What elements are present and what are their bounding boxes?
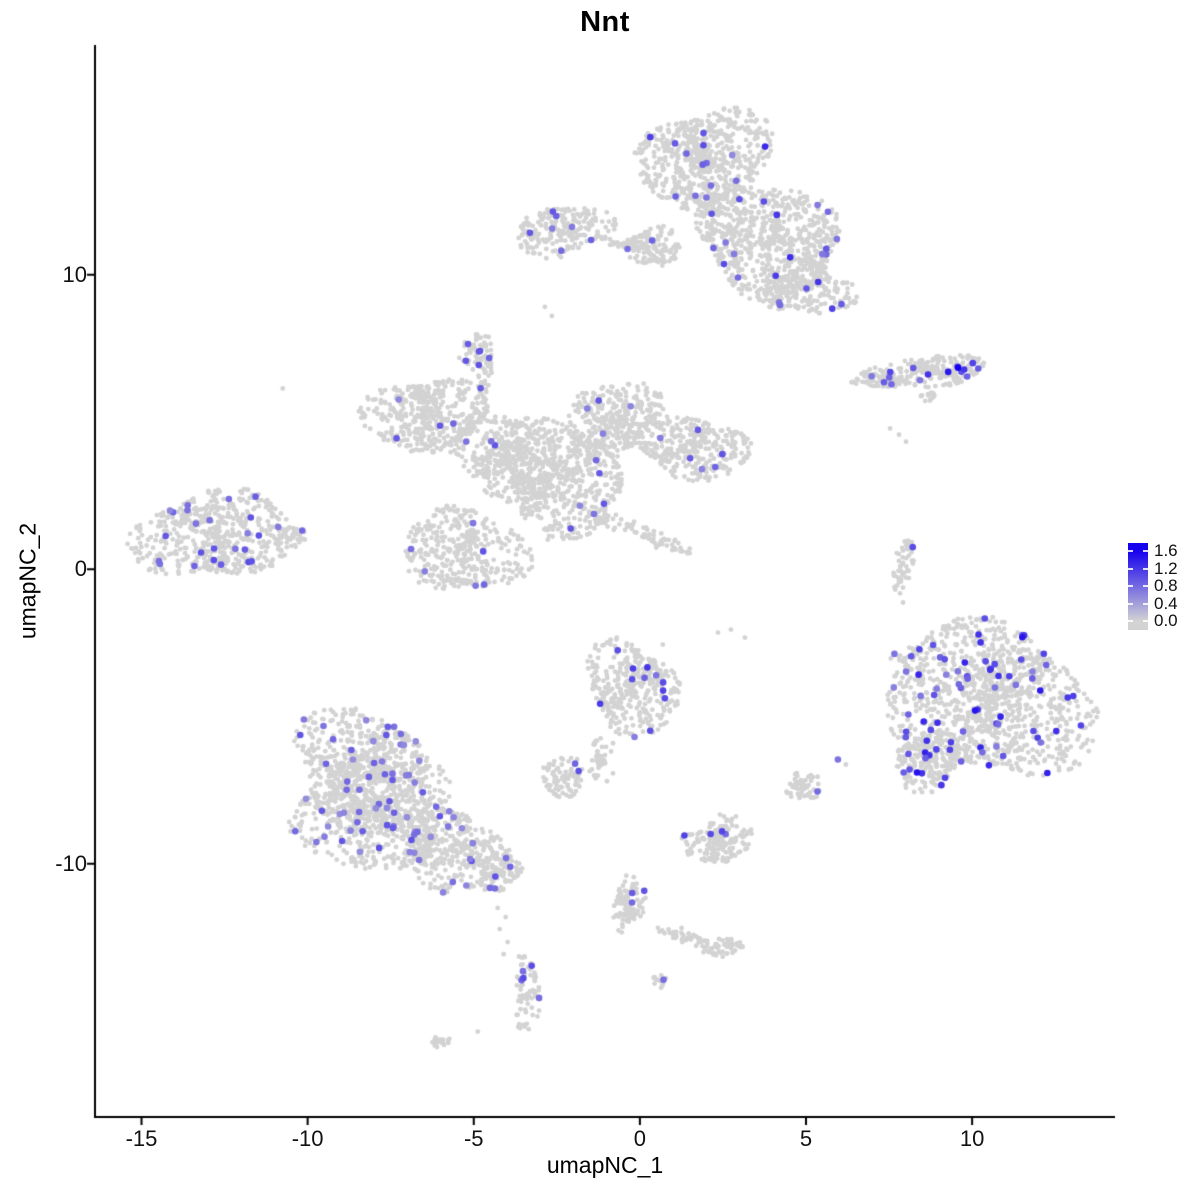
x-axis-label: umapNC_1 <box>546 1152 664 1178</box>
x-tick-label: 0 <box>633 1126 646 1151</box>
colorbar-tick-mark <box>1128 620 1133 622</box>
plot-title: Nnt <box>580 6 630 38</box>
colorbar-tick-mark <box>1143 567 1148 570</box>
colorbar-tick-mark <box>1128 602 1133 605</box>
colorbar-tick-label: 0.4 <box>1154 593 1178 613</box>
colorbar-tick-mark <box>1128 585 1133 587</box>
colorbar-tick-label: 0.8 <box>1154 576 1178 595</box>
colorbar-tick-label: 1.6 <box>1154 541 1178 560</box>
colorbar-gradient <box>1128 543 1148 630</box>
y-tick-label: 10 <box>62 261 87 287</box>
y-tick-label: -10 <box>55 850 87 876</box>
x-tick-label: -15 <box>125 1126 158 1151</box>
x-tick-label: 10 <box>959 1126 985 1151</box>
colorbar-tick-mark <box>1128 550 1133 552</box>
x-tick-label: -10 <box>291 1126 324 1151</box>
colorbar-tick-mark <box>1143 550 1148 552</box>
expression-colorbar-legend: 1.6 1.2 0.8 0.4 0.0 <box>1128 541 1198 630</box>
colorbar-tick-mark <box>1143 602 1148 605</box>
y-tick-label: 0 <box>74 556 87 582</box>
x-tick-label: -5 <box>463 1126 484 1151</box>
x-tick-label: 5 <box>799 1126 813 1151</box>
colorbar-tick-mark <box>1143 585 1148 587</box>
colorbar-tick-label: 1.2 <box>1154 558 1178 578</box>
colorbar-tick-mark <box>1128 567 1133 570</box>
colorbar-tick-mark <box>1143 620 1148 622</box>
colorbar-tick-label: 0.0 <box>1154 611 1178 630</box>
